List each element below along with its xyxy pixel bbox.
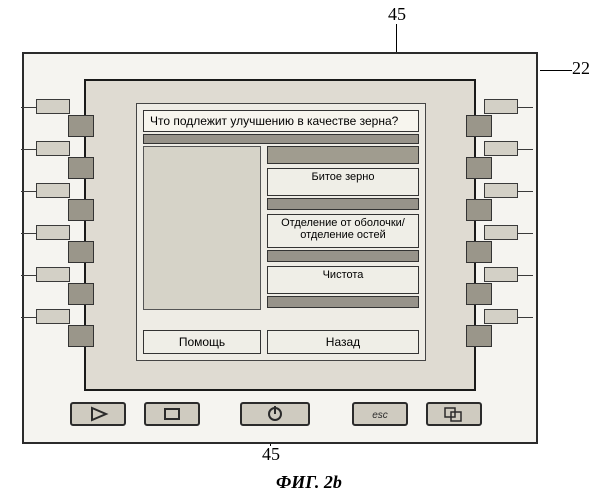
play-button[interactable] (70, 402, 126, 426)
option-strip-2 (267, 250, 419, 262)
stop-icon (146, 404, 198, 424)
option-strip-3 (267, 296, 419, 308)
side-key-l6[interactable] (36, 309, 70, 324)
side-keys-left (36, 99, 76, 359)
side-key-l1[interactable] (36, 99, 70, 114)
side-key-r3[interactable] (484, 183, 518, 198)
side-key-l2[interactable] (36, 141, 70, 156)
option-purity[interactable]: Чистота (267, 266, 419, 294)
copy-icon (428, 404, 480, 424)
side-key-r4[interactable] (484, 225, 518, 240)
slot-r5 (466, 283, 492, 305)
side-key-r2[interactable] (484, 141, 518, 156)
power-button[interactable] (240, 402, 310, 426)
slot-r2 (466, 157, 492, 179)
option-broken-grain[interactable]: Битое зерно (267, 168, 419, 196)
esc-button[interactable]: esc (352, 402, 408, 426)
side-keys-right (484, 99, 524, 359)
leader-right (540, 70, 572, 71)
slot-l6 (68, 325, 94, 347)
info-panel (143, 146, 261, 310)
side-key-r1[interactable] (484, 99, 518, 114)
copy-button[interactable] (426, 402, 482, 426)
device-frame: Что подлежит улучшению в качестве зерна?… (22, 52, 538, 444)
esc-icon: esc (354, 404, 406, 424)
slot-l5 (68, 283, 94, 305)
figure-caption: ФИГ. 2b (276, 472, 342, 493)
stop-button[interactable] (144, 402, 200, 426)
dialog-title: Что подлежит улучшению в качестве зерна? (143, 110, 419, 132)
play-icon (72, 404, 124, 424)
side-key-l5[interactable] (36, 267, 70, 282)
slot-l3 (68, 199, 94, 221)
option-hull-awn[interactable]: Отделение от оболочки/отделение остей (267, 214, 419, 248)
power-icon (242, 404, 308, 424)
side-key-r6[interactable] (484, 309, 518, 324)
callout-top: 45 (388, 4, 406, 25)
callout-right: 22 (572, 58, 590, 79)
option-strip-1 (267, 198, 419, 210)
callout-bottom: 45 (262, 444, 280, 465)
title-underbar (143, 134, 419, 144)
slot-r6 (466, 325, 492, 347)
side-key-l4[interactable] (36, 225, 70, 240)
slot-l4 (68, 241, 94, 263)
slot-r3 (466, 199, 492, 221)
slot-l1 (68, 115, 94, 137)
back-button[interactable]: Назад (267, 330, 419, 354)
svg-text:esc: esc (372, 410, 388, 421)
side-key-l3[interactable] (36, 183, 70, 198)
option-topcap (267, 146, 419, 164)
screen: Что подлежит улучшению в качестве зерна?… (84, 79, 476, 391)
slot-l2 (68, 157, 94, 179)
slot-r1 (466, 115, 492, 137)
bottom-buttons: esc (70, 402, 490, 432)
side-key-r5[interactable] (484, 267, 518, 282)
help-button[interactable]: Помощь (143, 330, 261, 354)
slot-r4 (466, 241, 492, 263)
dialog-panel: Что подлежит улучшению в качестве зерна?… (136, 103, 426, 361)
